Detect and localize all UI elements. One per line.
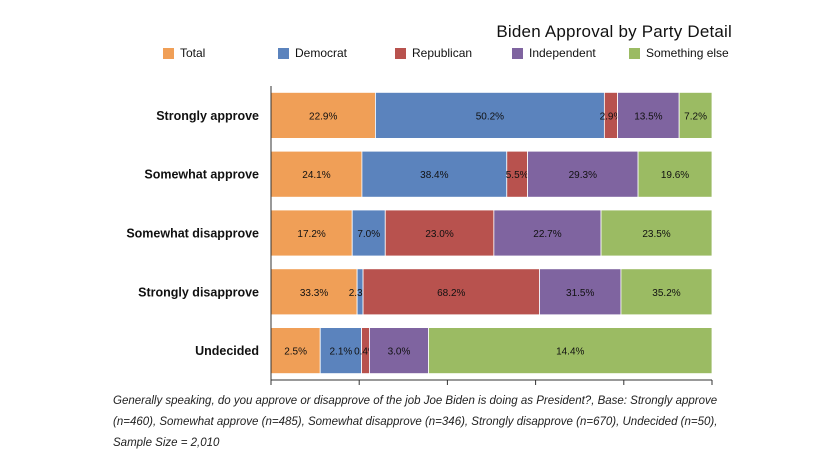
legend-swatch-independent [512, 47, 523, 59]
value-label-somewhat-approve-republican: 5.5% [506, 170, 529, 181]
category-label-strongly-disapprove: Strongly disapprove [138, 285, 259, 299]
legend-swatch-total [163, 47, 174, 59]
legend-item-independent: Independent [512, 46, 596, 60]
bar-somewhat-disapprove-republican [384, 209, 495, 257]
legend-label-independent: Independent [529, 46, 596, 60]
value-label-undecided-total: 2.5% [284, 347, 307, 358]
bar-strongly-approve-independent [617, 92, 680, 139]
bar-undecided-independent [369, 327, 429, 375]
bar-somewhat-disapprove-democrat [351, 209, 386, 257]
legend-label-democrat: Democrat [295, 46, 348, 60]
value-label-somewhat-disapprove-republican: 23.0% [425, 229, 453, 240]
value-label-somewhat-approve-independent: 29.3% [569, 170, 597, 181]
legend-label-republican: Republican [412, 46, 473, 60]
value-label-somewhat-disapprove-independent: 22.7% [533, 229, 561, 240]
value-label-strongly-disapprove-independent: 31.5% [566, 288, 594, 299]
bar-somewhat-approve-independent [527, 150, 639, 198]
legend-swatch-something-else [629, 47, 640, 59]
chart-title: Biden Approval by Party Detail [496, 22, 732, 41]
bar-strongly-approve-total [270, 92, 376, 139]
bar-strongly-approve-democrat [375, 92, 605, 139]
chart-footnote: Generally speaking, do you approve or di… [113, 395, 718, 449]
bar-somewhat-disapprove-independent [493, 209, 602, 257]
value-label-undecided-independent: 3.0% [388, 347, 411, 358]
value-label-strongly-disapprove-democrat: 2.3% [349, 288, 372, 299]
legend-label-something-else: Something else [646, 46, 729, 60]
bar-somewhat-disapprove-something-else [600, 209, 713, 257]
legend-item-total: Total [163, 46, 205, 60]
value-label-undecided-republican: 0.4% [354, 347, 377, 358]
bar-strongly-disapprove-independent [539, 268, 622, 316]
value-label-strongly-approve-democrat: 50.2% [476, 111, 504, 122]
bar-undecided-something-else [428, 327, 713, 375]
bar-undecided-democrat [319, 327, 362, 375]
value-label-strongly-approve-something-else: 7.2% [684, 111, 707, 122]
value-label-strongly-approve-independent: 13.5% [634, 111, 662, 122]
chart-legend: Total Democrat Republican Independent So… [0, 46, 840, 64]
category-label-undecided: Undecided [195, 344, 259, 358]
value-label-somewhat-approve-total: 24.1% [302, 170, 330, 181]
bar-strongly-disapprove-republican [362, 268, 540, 316]
value-label-somewhat-approve-something-else: 19.6% [661, 170, 689, 181]
value-label-undecided-something-else: 14.4% [556, 347, 584, 358]
legend-item-something-else: Something else [629, 46, 729, 60]
bar-strongly-approve-something-else [678, 92, 713, 139]
legend-swatch-democrat [278, 47, 289, 59]
value-label-strongly-approve-total: 22.9% [309, 111, 337, 122]
bar-somewhat-approve-something-else [637, 150, 713, 198]
category-label-somewhat-approve: Somewhat approve [144, 168, 259, 182]
value-label-somewhat-disapprove-total: 17.2% [297, 229, 325, 240]
value-label-strongly-disapprove-something-else: 35.2% [652, 288, 680, 299]
value-label-undecided-democrat: 2.1% [329, 347, 352, 358]
value-label-strongly-approve-republican: 2.9% [600, 111, 623, 122]
value-label-somewhat-disapprove-something-else: 23.5% [642, 229, 670, 240]
bar-strongly-disapprove-something-else [620, 268, 713, 316]
legend-item-republican: Republican [395, 46, 472, 60]
legend-swatch-republican [395, 47, 406, 59]
value-label-strongly-disapprove-republican: 68.2% [437, 288, 465, 299]
value-label-somewhat-disapprove-democrat: 7.0% [357, 229, 380, 240]
legend-item-democrat: Democrat [278, 46, 347, 60]
value-label-somewhat-approve-democrat: 38.4% [420, 170, 448, 181]
category-label-strongly-approve: Strongly approve [156, 109, 259, 123]
value-label-strongly-disapprove-total: 33.3% [300, 288, 328, 299]
bar-somewhat-approve-democrat [361, 150, 508, 198]
category-label-somewhat-disapprove: Somewhat disapprove [126, 227, 259, 241]
bar-somewhat-disapprove-total [270, 209, 353, 257]
legend-label-total: Total [180, 46, 206, 60]
